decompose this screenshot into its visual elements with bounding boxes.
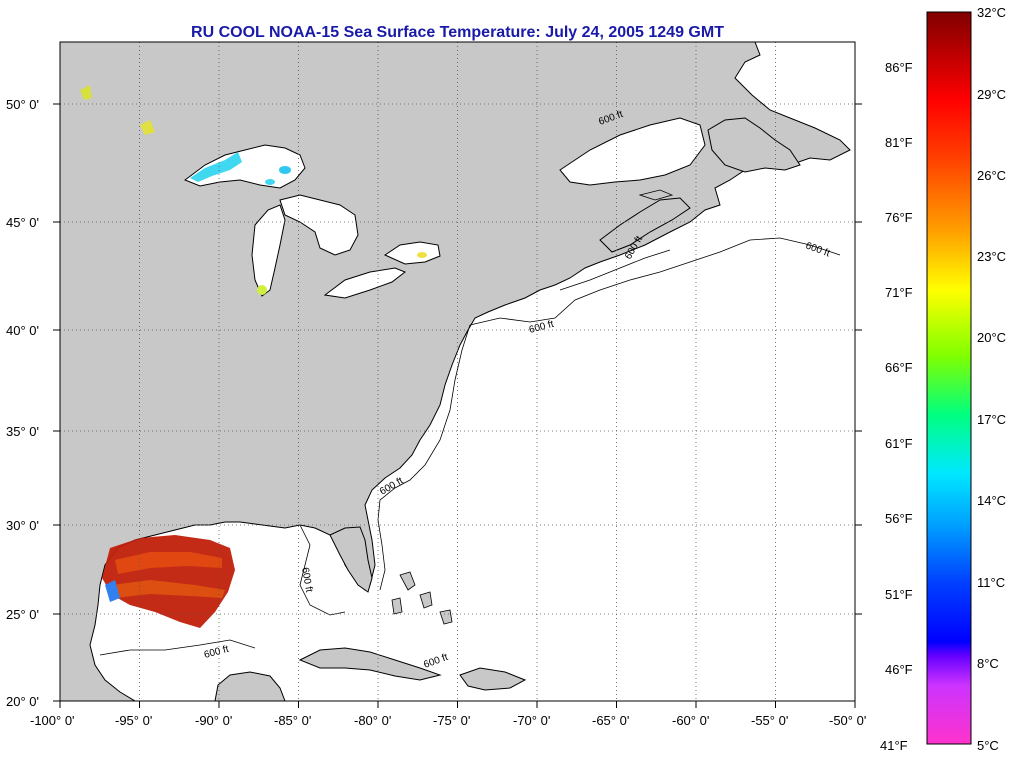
lat-tick-label: 45° 0': [6, 215, 39, 230]
fahrenheit-label: 56°F: [885, 511, 913, 526]
fahrenheit-label: 71°F: [885, 285, 913, 300]
land-yucatan: [214, 671, 286, 701]
latitude-labels: 50° 0' 45° 0' 40° 0' 35° 0' 30° 0' 25° 0…: [6, 97, 39, 709]
lon-tick-label: -50° 0': [829, 713, 866, 728]
lake-michigan: [251, 204, 286, 297]
land-pei: [638, 189, 674, 201]
map-title: RU COOL NOAA-15 Sea Surface Temperature:…: [191, 24, 724, 41]
lon-tick-label: -95° 0': [115, 713, 152, 728]
land-florida: [329, 526, 373, 593]
lat-tick-label: 25° 0': [6, 607, 39, 622]
celsius-label: 32°C: [977, 5, 1006, 20]
lat-tick-label: 35° 0': [6, 424, 39, 439]
lake-erie: [323, 267, 407, 299]
celsius-label: 5°C: [977, 738, 999, 753]
fahrenheit-label: 86°F: [885, 60, 913, 75]
lat-tick-label: 40° 0': [6, 323, 39, 338]
lon-tick-label: -80° 0': [354, 713, 391, 728]
lake-superior: [183, 144, 306, 189]
colorbar-celsius-labels: 32°C 29°C 26°C 23°C 20°C 17°C 14°C 11°C …: [977, 5, 1006, 753]
land-hispaniola: [459, 667, 527, 691]
celsius-label: 11°C: [977, 575, 1005, 590]
lon-tick-label: -65° 0': [592, 713, 629, 728]
fahrenheit-label: 41°F: [880, 738, 908, 753]
lat-tick-label: 30° 0': [6, 518, 39, 533]
lon-tick-label: -75° 0': [433, 713, 470, 728]
colorbar: [926, 11, 972, 745]
longitude-labels: -100° 0' -95° 0' -90° 0' -85° 0' -80° 0'…: [30, 713, 866, 728]
celsius-label: 17°C: [977, 412, 1006, 427]
land-cuba: [298, 647, 442, 681]
fahrenheit-label: 51°F: [885, 587, 913, 602]
contour-label: 600 ft: [299, 567, 314, 594]
bathymetry-contours: [99, 237, 841, 656]
celsius-label: 29°C: [977, 87, 1006, 102]
land-nova-scotia: [599, 197, 691, 253]
lon-tick-label: -85° 0': [274, 713, 311, 728]
fahrenheit-label: 66°F: [885, 360, 913, 375]
fahrenheit-label: 46°F: [885, 662, 913, 677]
gulf-st-lawrence: [559, 117, 706, 186]
sst-patch-lake-winnipeg: [80, 85, 92, 100]
sst-patch-lake-superior: [190, 152, 291, 185]
fahrenheit-label: 61°F: [885, 436, 913, 451]
lon-tick-label: -100° 0': [30, 713, 75, 728]
lat-tick-label: 50° 0': [6, 97, 39, 112]
lon-tick-label: -70° 0': [513, 713, 550, 728]
sst-swath-gulf-of-mexico: [102, 535, 235, 628]
lon-tick-label: -60° 0': [672, 713, 709, 728]
celsius-label: 14°C: [977, 493, 1006, 508]
axis-ticks: [53, 103, 862, 708]
fahrenheit-label: 81°F: [885, 135, 913, 150]
colorbar-fahrenheit-labels: 86°F 81°F 76°F 71°F 66°F 61°F 56°F 51°F …: [880, 60, 913, 753]
fahrenheit-label: 76°F: [885, 210, 913, 225]
sst-patch-lake-michigan: [257, 285, 267, 295]
celsius-label: 20°C: [977, 330, 1006, 345]
sst-patch-lake-ontario: [417, 252, 427, 258]
celsius-label: 23°C: [977, 249, 1006, 264]
land-newfoundland: [707, 117, 801, 173]
sst-patch-small-lake: [140, 120, 155, 135]
land-bahamas: [391, 571, 453, 625]
lon-tick-label: -90° 0': [195, 713, 232, 728]
map-gridlines: [60, 42, 855, 701]
lat-tick-label: 20° 0': [6, 694, 39, 709]
lon-tick-label: -55° 0': [751, 713, 788, 728]
celsius-label: 26°C: [977, 168, 1006, 183]
celsius-label: 8°C: [977, 656, 999, 671]
lake-ontario: [383, 241, 441, 265]
